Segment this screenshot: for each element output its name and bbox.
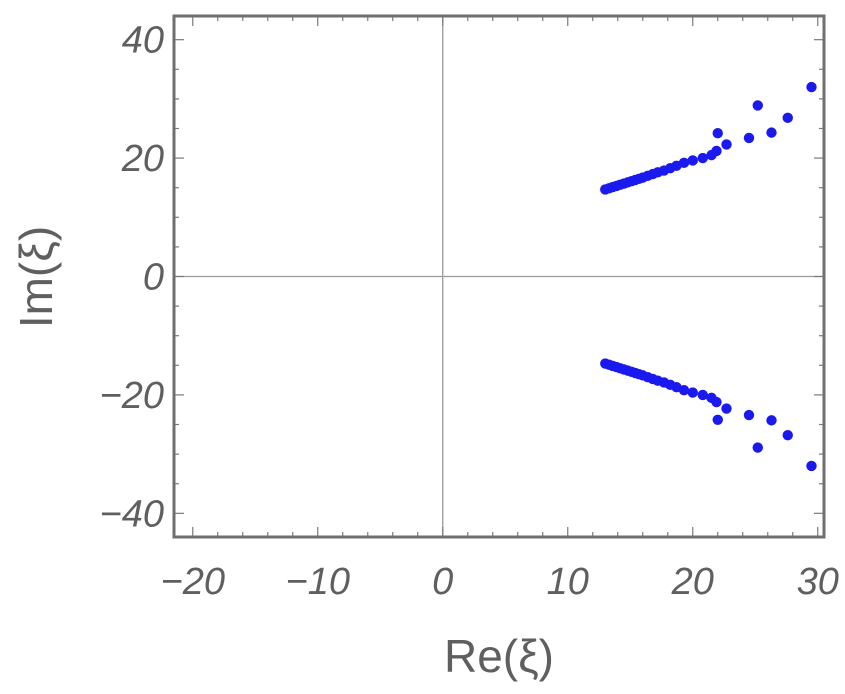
data-point xyxy=(711,396,722,408)
x-tick-label: 10 xyxy=(547,561,589,603)
y-tick-label: −20 xyxy=(100,375,164,417)
data-point xyxy=(697,389,708,401)
data-point xyxy=(721,403,732,414)
data-point xyxy=(782,429,793,441)
data-point xyxy=(806,460,817,472)
y-tick-label: 20 xyxy=(121,138,164,180)
y-axis-label: Im(ξ) xyxy=(10,226,62,328)
data-point xyxy=(678,157,690,169)
x-tick-label: 20 xyxy=(671,561,714,603)
data-point xyxy=(743,132,755,144)
x-tick-label: −10 xyxy=(286,561,350,603)
y-tick-label: −40 xyxy=(100,493,164,535)
data-point xyxy=(743,409,755,421)
data-point xyxy=(712,128,723,139)
data-point xyxy=(806,81,817,93)
x-tick-label: 0 xyxy=(432,561,453,603)
x-tick-label: 30 xyxy=(797,561,839,603)
data-point xyxy=(782,112,793,124)
labels-layer: −20 −10 0 10 20 30 −40 −20 0 20 40 xyxy=(100,20,839,603)
data-point xyxy=(721,139,732,150)
plot-frame xyxy=(172,14,826,539)
data-point xyxy=(752,100,763,111)
points-layer xyxy=(600,81,817,472)
data-point xyxy=(678,384,690,396)
data-point xyxy=(687,155,698,166)
data-point xyxy=(752,442,763,453)
data-point xyxy=(766,415,777,426)
x-tick-label: −20 xyxy=(161,561,225,603)
data-point xyxy=(712,414,723,425)
y-tick-label: 0 xyxy=(143,257,164,299)
x-axis-label: Re(ξ) xyxy=(444,630,554,682)
data-point xyxy=(711,145,722,157)
data-point xyxy=(766,127,777,138)
axes-layer xyxy=(174,16,824,537)
data-point xyxy=(697,152,708,164)
data-point xyxy=(687,387,698,398)
y-tick-label: 40 xyxy=(122,20,164,62)
